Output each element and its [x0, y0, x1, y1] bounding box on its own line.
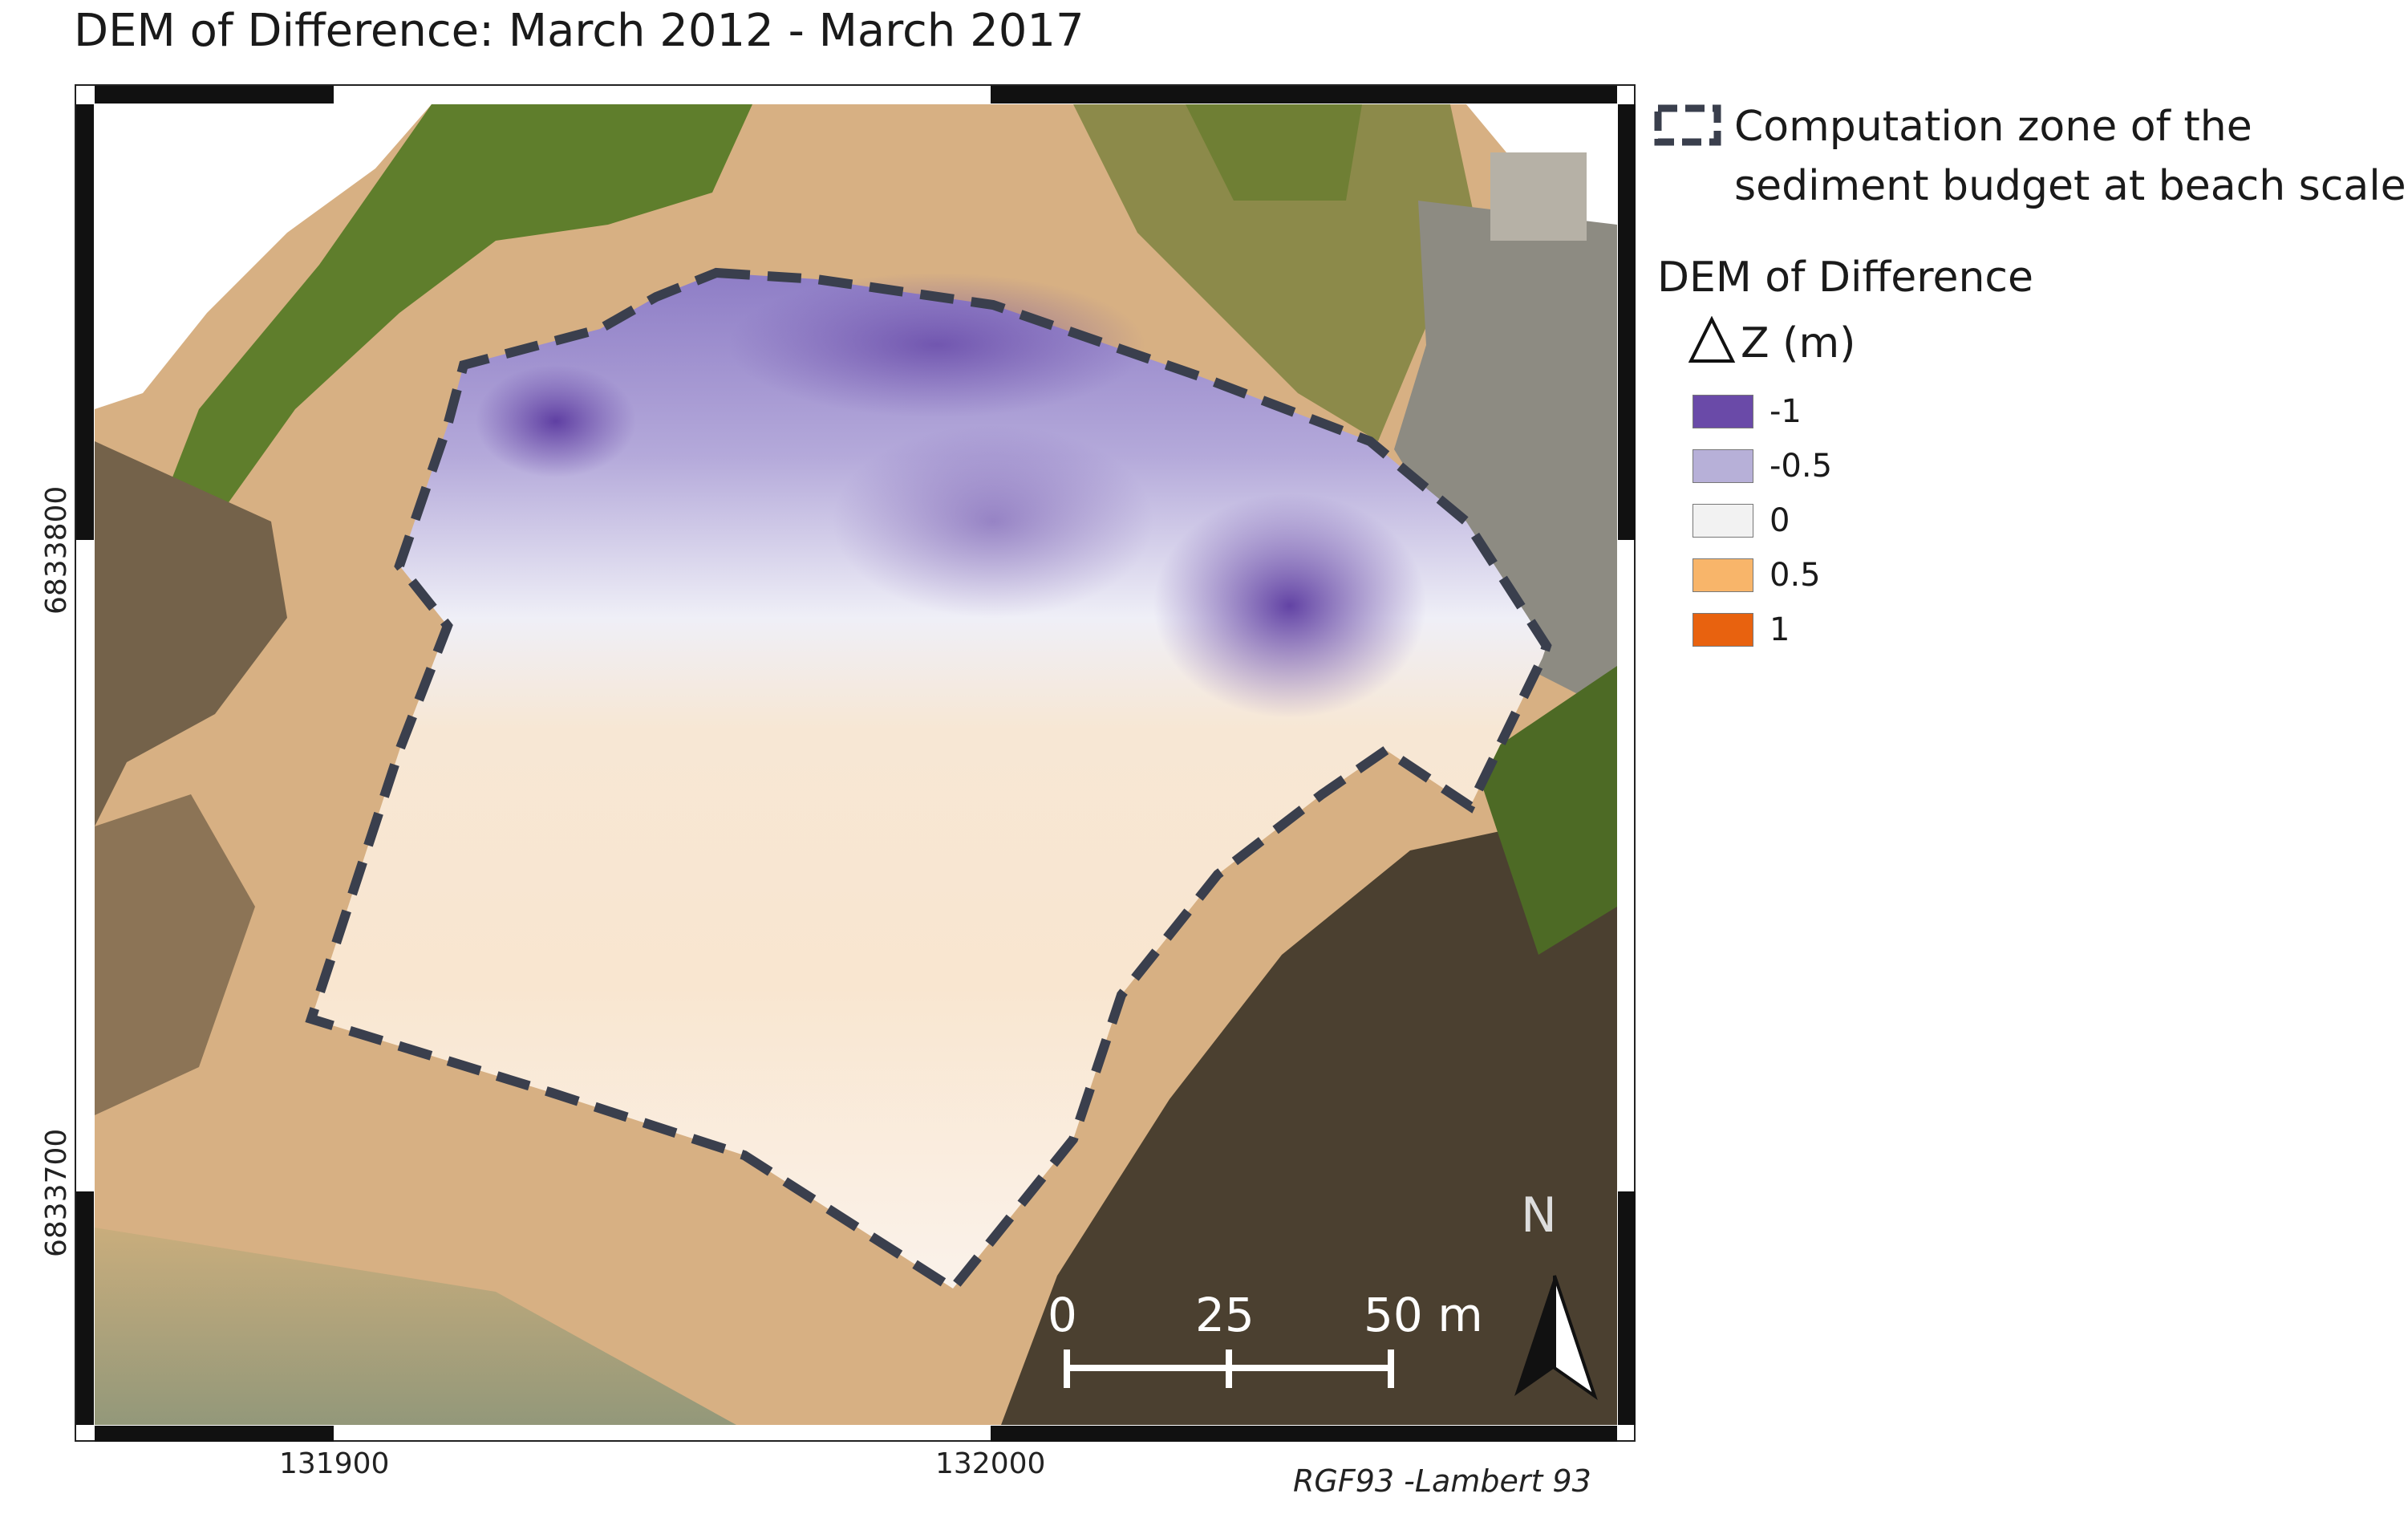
- map-title: DEM of Difference: March 2012 - March 20…: [74, 5, 1084, 57]
- legend-swatch-0: [1692, 504, 1753, 538]
- x-coord-left: 131900: [279, 1447, 390, 1480]
- frame-bar-top-1: [95, 86, 334, 103]
- frame-bar-top-2: [991, 86, 1617, 103]
- frame-bar-bottom-1: [95, 1426, 334, 1442]
- scalebar-label-0: 0: [1048, 1288, 1077, 1342]
- legend-dz-label: Z (m): [1741, 319, 1856, 367]
- legend-label-05: 0.5: [1770, 557, 1821, 594]
- legend-zone-line1: Computation zone of the: [1734, 103, 2252, 151]
- legend-label-0: 0: [1770, 502, 1790, 539]
- scalebar-label-50: 50 m: [1364, 1288, 1483, 1342]
- x-coord-right: 132000: [935, 1447, 1046, 1480]
- frame-bar-right-1: [1618, 104, 1636, 540]
- legend-zone-line2: sediment budget at beach scale: [1734, 162, 2406, 210]
- y-coord-bottom: 6833700: [40, 1128, 73, 1257]
- legend-swatch-1: [1692, 613, 1753, 647]
- delta-icon: [1688, 316, 1736, 363]
- scalebar-label-25: 25: [1195, 1288, 1255, 1342]
- frame-bar-left-1: [76, 104, 94, 540]
- y-coord-top: 6833800: [40, 485, 73, 615]
- north-arrow-label: N: [1521, 1187, 1557, 1244]
- scale-bar-graphic: [1064, 1349, 1394, 1388]
- legend-swatch-neg1: [1692, 395, 1753, 428]
- orthophoto-map: [95, 104, 1617, 1425]
- map-frame: [75, 84, 1636, 1442]
- legend-dod-title: DEM of Difference: [1657, 254, 2034, 302]
- frame-bar-bottom-2: [991, 1426, 1617, 1442]
- legend-swatch-neg05: [1692, 449, 1753, 483]
- legend-swatch-05: [1692, 558, 1753, 592]
- frame-bar-right-2: [1618, 1191, 1636, 1425]
- legend-label-neg1: -1: [1770, 393, 1802, 430]
- frame-bar-left-2: [76, 1191, 94, 1425]
- legend-label-neg05: -0.5: [1770, 448, 1833, 485]
- computation-zone-outline: [305, 267, 1552, 1295]
- north-arrow-icon: [1514, 1275, 1598, 1401]
- zone-legend-icon: [1654, 104, 1721, 146]
- legend-label-1: 1: [1770, 611, 1790, 648]
- crs-label: RGF93 -Lambert 93: [1293, 1463, 1591, 1499]
